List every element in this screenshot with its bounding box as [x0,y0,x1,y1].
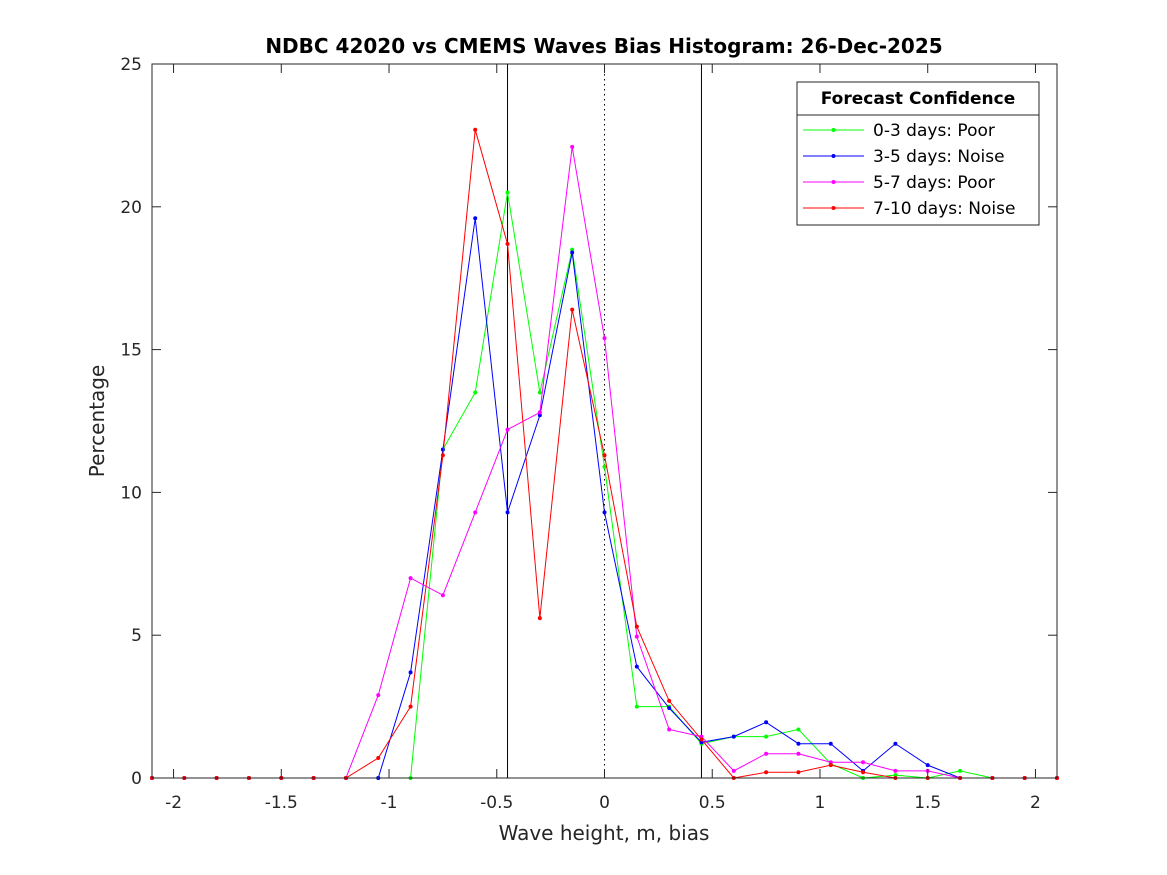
series-1-point-18 [731,734,736,739]
series-1-point-12 [537,413,542,418]
series-2-point-11 [505,427,510,432]
legend-entry-0: 0-3 days: Poor [873,121,995,141]
series-0-point-13 [570,247,575,252]
series-0-point-23 [893,773,898,778]
series-1-point-21 [828,741,833,746]
x-tick-label: -1.5 [265,793,298,813]
x-tick-label: 1.5 [914,793,941,813]
y-tick-label: 25 [120,55,142,75]
series-2-point-18 [731,768,736,773]
legend: Forecast Confidence 0-3 days: Poor 3-5 da… [796,81,1040,226]
series-2-point-13 [570,144,575,149]
series-0-point-19 [764,734,769,739]
legend-box [796,81,1040,226]
y-tick-label: 10 [120,483,142,503]
series-2-point-9 [440,593,445,598]
x-axis-label: Wave height, m, bias [499,821,710,845]
series-1-point-24 [925,763,930,768]
series-1-point-11 [505,510,510,515]
x-tick-label: -0.5 [480,793,513,813]
x-tick-label: 1 [815,793,826,813]
legend-entry-2: 5-7 days: Poor [873,173,995,193]
series-0-point-25 [958,768,963,773]
series-3-point-10 [473,127,478,132]
x-tick-label: -2 [165,793,182,813]
series-0-point-11 [505,190,510,195]
series-2-point-23 [893,768,898,773]
series-2-point-12 [537,410,542,415]
series-2-point-8 [408,576,413,581]
series-2-point-21 [828,760,833,765]
legend-entry-3: 7-10 days: Noise [873,199,1015,219]
legend-entry-1: 3-5 days: Noise [873,147,1005,167]
series-1-point-15 [634,664,639,669]
series-3-point-17 [699,737,704,742]
series-3-point-22 [861,770,866,775]
series-1-point-19 [764,720,769,725]
series-3-point-14 [602,453,607,458]
y-axis-label: Percentage [85,365,109,478]
series-2-point-10 [473,510,478,515]
reference-lines [507,64,702,778]
series-3-point-8 [408,704,413,709]
series-3-point-12 [537,616,542,621]
x-tick-label: 0 [599,793,610,813]
y-tick-label: 5 [131,626,142,646]
series-1-point-23 [893,741,898,746]
series-3-point-16 [667,698,672,703]
legend-title: Forecast Confidence [821,89,1016,109]
series-0-point-10 [473,390,478,395]
x-tick-label: -1 [381,793,398,813]
chart-title: NDBC 42020 vs CMEMS Waves Bias Histogram… [265,34,942,58]
series-3-point-15 [634,624,639,629]
series-1-point-14 [602,510,607,515]
y-tick-label: 20 [120,198,142,218]
series-0-point-14 [602,464,607,469]
series-1-point-16 [667,706,672,711]
series-0-point-15 [634,704,639,709]
series-2-point-19 [764,751,769,756]
series-1-point-20 [796,741,801,746]
series-3-point-21 [828,763,833,768]
series-3-point-19 [764,770,769,775]
legend-marker-3 [831,206,836,210]
series-0-point-20 [796,727,801,732]
legend-marker-1 [831,154,836,158]
series-2-point-14 [602,336,607,341]
x-tick-label: 2 [1030,793,1041,813]
series-3-point-13 [570,307,575,312]
series-3-point-20 [796,770,801,775]
y-tick-label: 0 [131,769,142,789]
series-1-point-10 [473,216,478,221]
series-1-point-8 [408,670,413,675]
series-3-point-11 [505,241,510,246]
y-tick-label: 15 [120,341,142,361]
series-2-point-15 [634,634,639,639]
legend-marker-0 [831,128,836,132]
series-2-point-22 [861,760,866,765]
series-2-point-16 [667,727,672,732]
x-tick-label: 0.5 [699,793,726,813]
series-2-point-20 [796,751,801,756]
series-1-point-13 [570,250,575,255]
series-3-point-9 [440,453,445,458]
series-2-point-7 [376,693,381,698]
series-0-point-12 [537,390,542,395]
series-3-point-7 [376,756,381,761]
legend-marker-2 [831,180,836,184]
